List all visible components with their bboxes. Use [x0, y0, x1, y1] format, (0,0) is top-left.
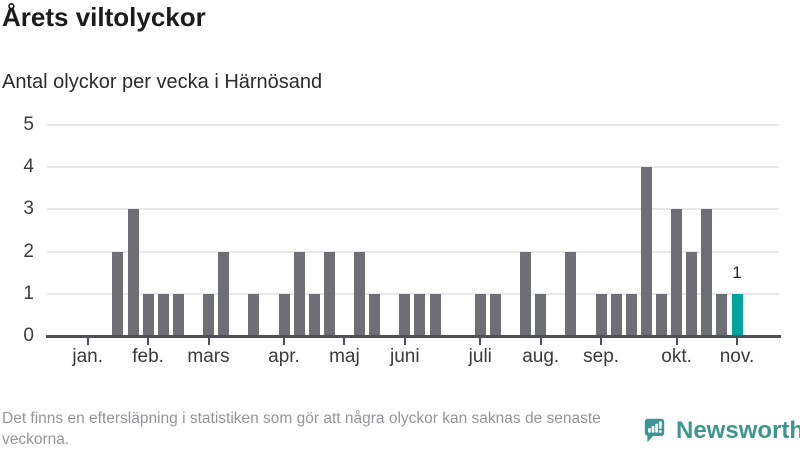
newsworthy-logo[interactable]: Newsworthy — [644, 417, 800, 445]
disclaimer-text: Det finns en eftersläpning i statistiken… — [2, 410, 601, 448]
month-tick-maj — [343, 338, 346, 345]
bar-chart: 0 1 2 3 4 5 jan. feb. mars apr. maj juni juli aug. sep… — [23, 114, 781, 367]
x-axis-label-okt: okt. — [661, 346, 692, 367]
x-axis-label-aug: aug. — [522, 346, 560, 367]
month-tick-apr — [283, 338, 285, 345]
bar-week-43 — [716, 293, 728, 336]
newsworthy-logo-text: Newsworthy — [676, 417, 800, 444]
bar-week-28 — [489, 293, 501, 336]
month-tick-feb — [147, 338, 150, 345]
bar-week-36 — [610, 293, 622, 336]
gridline-4 — [47, 166, 779, 169]
bar-week-22 — [399, 293, 411, 336]
x-axis-label-apr: apr. — [268, 346, 300, 367]
bar-week-35 — [595, 293, 607, 336]
bar-week-15 — [293, 251, 305, 336]
bar-week-19 — [354, 251, 365, 336]
bar-week-6 — [157, 293, 169, 336]
y-axis-label: 0 — [23, 325, 34, 346]
bar-week-10 — [218, 251, 230, 336]
month-tick-jan — [86, 338, 89, 345]
bar-week-9 — [203, 293, 214, 336]
x-axis-label-maj: maj — [329, 346, 360, 367]
y-axis-label: 2 — [23, 240, 34, 262]
x-axis-label-feb: feb. — [132, 346, 164, 367]
month-tick-juli — [479, 338, 482, 345]
bar-week-27 — [474, 293, 486, 336]
month-tick-aug — [539, 338, 542, 345]
bar-week-23 — [414, 293, 426, 336]
month-tick-okt — [675, 338, 678, 345]
bar-week-40 — [671, 209, 683, 336]
x-axis-line — [46, 335, 781, 338]
bar-week-16 — [308, 293, 320, 336]
bar-week-38 — [640, 167, 652, 336]
y-axis-label: 4 — [23, 156, 34, 178]
newsworthy-bubble-icon — [644, 418, 665, 443]
bar-week-3 — [112, 251, 124, 336]
bar-week-39 — [656, 293, 667, 336]
bar-week-42 — [701, 209, 713, 336]
month-tick-mars — [207, 338, 210, 345]
x-axis-label-mars: mars — [187, 346, 230, 367]
month-tick-sep — [600, 338, 603, 345]
chart-subtitle: Antal olyckor per vecka i Härnösand — [2, 71, 323, 93]
x-axis-label-jan: jan. — [72, 346, 103, 367]
y-axis-label: 1 — [23, 282, 34, 304]
gridline-3 — [47, 208, 779, 211]
bar-week-17 — [323, 251, 335, 336]
bar-week-33 — [565, 251, 577, 336]
bar-week-5 — [142, 293, 154, 336]
bar-week-4 — [127, 209, 139, 336]
x-axis-label-juli: juli — [468, 346, 492, 367]
bar-week-30 — [520, 251, 532, 336]
highlight-value-label: 1 — [732, 262, 742, 282]
bar-week-14 — [278, 293, 290, 336]
bar-week-37 — [625, 293, 637, 336]
month-tick-nov — [736, 338, 738, 345]
gridline-5 — [47, 124, 779, 126]
x-axis-label-nov: nov. — [719, 346, 755, 367]
bar-week-41 — [686, 251, 698, 336]
bar-week-12 — [248, 293, 260, 336]
bar-week-44 — [731, 293, 743, 336]
chart-title: Årets viltolyckor — [2, 2, 206, 32]
month-tick-juni — [403, 338, 406, 345]
bar-week-31 — [535, 293, 547, 336]
gridline-1 — [47, 292, 779, 295]
bar-week-24 — [429, 293, 441, 336]
y-axis-label: 5 — [23, 114, 34, 135]
bar-week-7 — [172, 293, 184, 336]
x-axis-label-juni: juni — [390, 346, 420, 367]
x-axis-label-sep: sep. — [583, 346, 620, 367]
gridline-2 — [47, 250, 779, 253]
y-axis-label: 3 — [23, 198, 34, 220]
bar-week-20 — [369, 293, 381, 336]
